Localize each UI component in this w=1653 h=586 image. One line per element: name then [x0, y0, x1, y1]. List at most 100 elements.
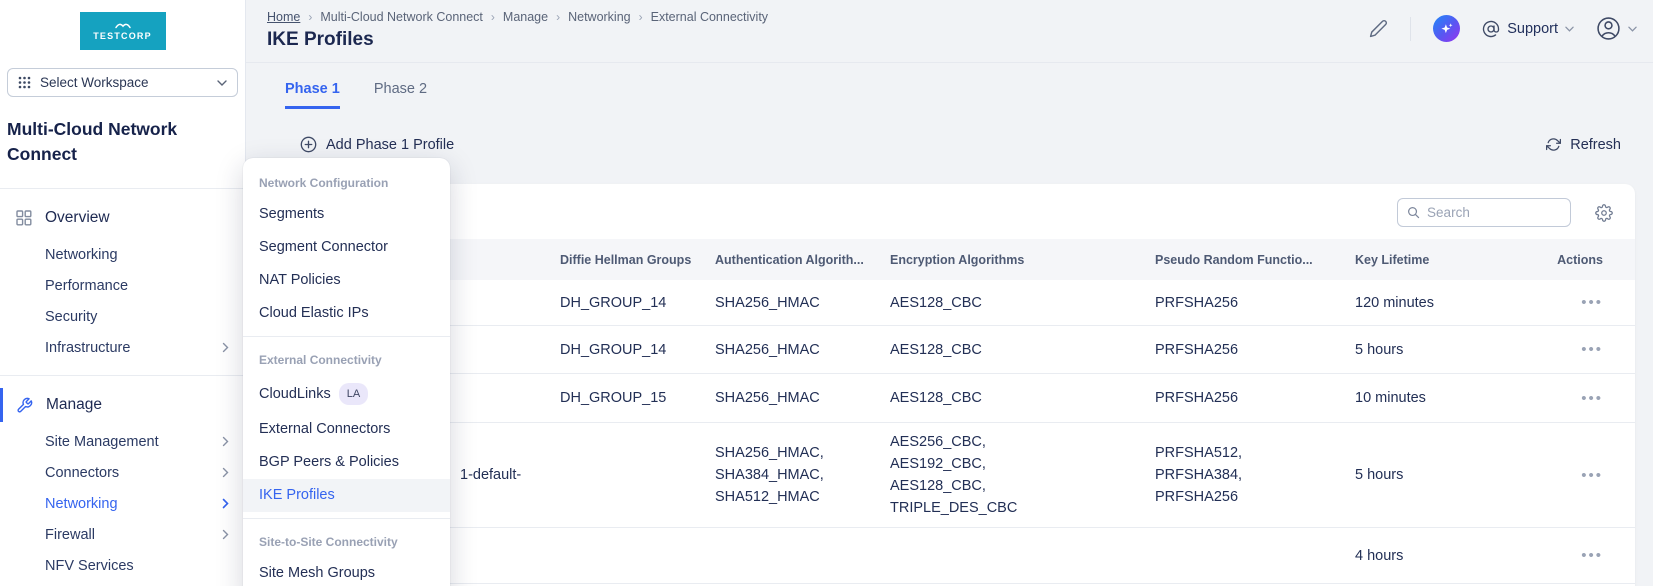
workspace-selector[interactable]: Select Workspace [7, 68, 238, 97]
support-at-icon [1483, 20, 1500, 37]
breadcrumb: Home › Multi-Cloud Network Connect › Man… [267, 10, 1637, 24]
chevron-right-icon [222, 342, 229, 353]
menu-item-segment-connector[interactable]: Segment Connector [259, 239, 388, 255]
menu-section-header: External Connectivity [259, 353, 382, 367]
account-menu[interactable] [1596, 16, 1637, 41]
column-header-auth-algorithms[interactable]: Authentication Algorith... [715, 252, 864, 267]
sidebar-section-manage[interactable]: Manage [0, 384, 245, 426]
breadcrumb-item[interactable]: Networking [568, 10, 631, 24]
sidebar-item-overview-networking[interactable]: Networking [0, 239, 245, 270]
chevron-down-icon [1628, 26, 1637, 32]
breadcrumb-item[interactable]: External Connectivity [650, 10, 769, 24]
sidebar-item-infrastructure[interactable]: Infrastructure [0, 332, 245, 363]
sidebar-item-label: Site Management [45, 433, 159, 450]
divider [1410, 16, 1412, 41]
cell-auth: SHA256_HMAC [715, 294, 820, 311]
row-actions-menu-icon[interactable]: ••• [1581, 294, 1603, 311]
logo-text: TESTCORP [93, 31, 152, 41]
limited-availability-badge: LA [338, 383, 369, 405]
tab-phase-1[interactable]: Phase 1 [285, 81, 340, 109]
support-menu[interactable]: Support [1482, 20, 1574, 38]
sidebar-item-label: NFV Services [45, 557, 134, 574]
sidebar-item-manage-networking[interactable]: Networking [0, 488, 245, 519]
sidebar-item-label: Networking [45, 495, 118, 512]
menu-item-site-mesh-groups[interactable]: Site Mesh Groups [259, 565, 376, 581]
breadcrumb-separator: › [556, 10, 561, 24]
table-row: DH_GROUP_14 SHA256_HMAC AES128_CBC PRFSH… [265, 280, 1635, 326]
menu-item-bgp-peers-policies[interactable]: BGP Peers & Policies [259, 454, 399, 470]
row-actions-menu-icon[interactable]: ••• [1581, 389, 1603, 407]
cell-enc: AES256_CBC, AES192_CBC, AES128_CBC, TRIP… [890, 434, 1018, 516]
sidebar-item-label: Performance [45, 277, 129, 294]
menu-item-ike-profiles[interactable]: IKE Profiles [243, 479, 450, 512]
row-actions-menu-icon[interactable]: ••• [1581, 547, 1603, 564]
column-header-dh-groups[interactable]: Diffie Hellman Groups [560, 252, 692, 267]
sidebar-item-label: Firewall [45, 526, 95, 543]
table-header-row: Diffie Hellman Groups Authentication Alg… [265, 239, 1635, 280]
sidebar-item-firewall[interactable]: Firewall [0, 519, 245, 550]
add-phase1-profile-button[interactable]: Add Phase 1 Profile [300, 136, 454, 153]
sparkle-icon [1441, 22, 1453, 33]
breadcrumb-separator: › [490, 10, 495, 24]
menu-section-header: Site-to-Site Connectivity [259, 535, 398, 549]
divider [0, 188, 245, 189]
sidebar-item-label: Infrastructure [45, 339, 131, 356]
sidebar-section-overview[interactable]: Overview [0, 197, 245, 239]
company-logo: TESTCORP [79, 12, 166, 50]
sidebar-item-security[interactable]: Security [0, 301, 245, 332]
sidebar-item-label: Networking [45, 246, 118, 263]
column-header-key-lifetime[interactable]: Key Lifetime [1355, 252, 1430, 267]
table-search[interactable] [1397, 198, 1571, 227]
menu-section-header: Network Configuration [259, 176, 389, 190]
menu-item-nat-policies[interactable]: NAT Policies [259, 272, 341, 288]
cell-lifetime: 10 minutes [1355, 390, 1426, 406]
grid-dots-icon [18, 76, 31, 89]
table-settings-gear-icon[interactable] [1595, 203, 1613, 222]
cell-enc: AES128_CBC [890, 294, 982, 311]
cell-dh: DH_GROUP_15 [560, 390, 667, 406]
appearance-brush-icon[interactable] [1369, 19, 1388, 38]
menu-item-label: CloudLinks [259, 385, 331, 402]
sidebar-item-label: Connectors [45, 464, 120, 481]
divider [243, 518, 450, 519]
breadcrumb-separator: › [638, 10, 643, 24]
cell-dh: DH_GROUP_14 [560, 294, 667, 311]
refresh-button[interactable]: Refresh [1546, 137, 1621, 153]
search-icon [1408, 206, 1420, 219]
menu-item-cloudlinks[interactable]: CloudLinks LA [243, 375, 450, 413]
refresh-button-label: Refresh [1570, 136, 1621, 153]
sidebar-item-connectors[interactable]: Connectors [0, 457, 245, 488]
table-row: DH_GROUP_15 SHA256_HMAC AES128_CBC PRFSH… [265, 374, 1635, 423]
sidebar-item-label: Security [45, 308, 98, 325]
chevron-right-icon [222, 529, 229, 540]
cell-dh: DH_GROUP_14 [560, 341, 667, 358]
menu-item-segments[interactable]: Segments [259, 206, 325, 222]
sidebar-item-site-management[interactable]: Site Management [0, 426, 245, 457]
column-header-prf[interactable]: Pseudo Random Functio... [1155, 252, 1313, 267]
cell-lifetime: 5 hours [1355, 467, 1404, 483]
search-input[interactable] [1427, 205, 1561, 220]
overview-grid-icon [16, 210, 32, 226]
refresh-icon [1546, 138, 1562, 151]
tab-phase-2[interactable]: Phase 2 [373, 81, 428, 97]
breadcrumb-item[interactable]: Multi-Cloud Network Connect [320, 10, 483, 24]
ai-assistant-button[interactable] [1433, 15, 1461, 42]
menu-item-external-connectors[interactable]: External Connectors [259, 421, 391, 437]
chevron-down-icon [1565, 26, 1574, 32]
networking-submenu: Network Configuration Segments Segment C… [243, 158, 450, 586]
menu-item-cloud-elastic-ips[interactable]: Cloud Elastic IPs [259, 305, 369, 321]
row-actions-menu-icon[interactable]: ••• [1581, 341, 1603, 358]
sidebar-item-nfv-services[interactable]: NFV Services [0, 550, 245, 581]
cell-auth: SHA256_HMAC, SHA384_HMAC, SHA512_HMAC [715, 445, 824, 505]
divider [0, 375, 245, 376]
cell-enc: AES128_CBC [890, 341, 982, 358]
plus-circle-icon [300, 136, 317, 153]
sidebar-section-label: Manage [46, 396, 103, 413]
sidebar-item-performance[interactable]: Performance [0, 270, 245, 301]
column-header-encryption-algorithms[interactable]: Encryption Algorithms [890, 252, 1025, 267]
breadcrumb-item[interactable]: Manage [502, 10, 549, 24]
breadcrumb-home-link[interactable]: Home [267, 10, 301, 24]
sidebar: TESTCORP Select Workspace Multi-Cloud Ne… [0, 0, 246, 586]
row-actions-menu-icon[interactable]: ••• [1581, 466, 1603, 484]
cell-auth: SHA256_HMAC [715, 341, 820, 358]
